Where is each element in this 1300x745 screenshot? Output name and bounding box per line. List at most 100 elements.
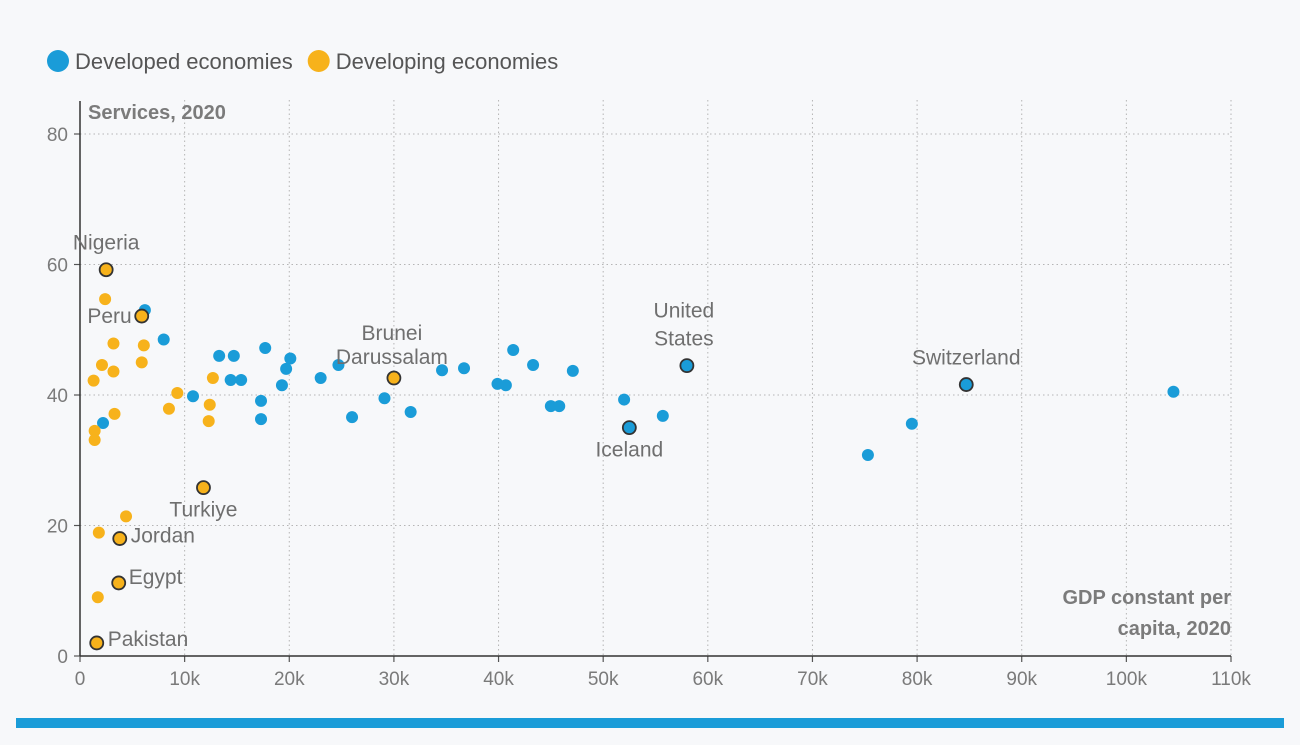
- point-developing: [88, 434, 101, 447]
- annotation-nigeria: Nigeria: [73, 232, 140, 255]
- point-developed: [1167, 385, 1180, 398]
- annotation-switzerland: Switzerland: [912, 347, 1021, 370]
- gridlines: [80, 100, 1232, 656]
- point-developed: [527, 358, 540, 371]
- x-axis-title-line-1: GDP constant per: [1062, 587, 1231, 609]
- legend-label-developed: Developed economies: [75, 49, 293, 74]
- x-tick-label: 100k: [1106, 669, 1148, 690]
- x-tick-label: 40k: [483, 669, 514, 690]
- x-axis-title-line-2: capita, 2020: [1118, 618, 1231, 640]
- point-developing: [89, 635, 105, 651]
- point-developed: [255, 413, 268, 426]
- point-developed: [861, 449, 874, 462]
- point-developed: [346, 411, 359, 424]
- annotation-brunei-darussalam: Brunei: [362, 322, 423, 345]
- point-developed: [227, 349, 240, 362]
- y-tick-label: 40: [47, 386, 68, 407]
- legend: Developed economies Developing economies: [47, 49, 558, 74]
- x-tick-label: 0: [75, 669, 86, 690]
- annotation-peru: Peru: [87, 305, 131, 328]
- point-developing: [92, 526, 105, 539]
- point-developed: [275, 379, 288, 392]
- point-developing: [203, 398, 216, 411]
- y-tick-label: 60: [47, 256, 68, 277]
- data-points: [87, 262, 1180, 651]
- point-developing: [171, 387, 184, 400]
- annotation-united-states: States: [654, 328, 714, 351]
- point-developed: [507, 343, 520, 356]
- point-developing: [111, 575, 127, 591]
- point-developed: [499, 379, 512, 392]
- point-developed: [436, 364, 449, 377]
- x-tick-label: 80k: [902, 669, 933, 690]
- point-developing: [202, 415, 215, 428]
- point-developed: [378, 392, 391, 405]
- point-developed: [332, 358, 345, 371]
- point-developing: [88, 424, 101, 437]
- point-developed: [97, 417, 110, 430]
- annotation-jordan: Jordan: [131, 525, 195, 548]
- y-tick-label: 20: [47, 517, 68, 538]
- point-developing: [137, 339, 150, 352]
- point-developed: [958, 377, 974, 392]
- point-developed: [656, 409, 669, 422]
- annotation-united-states: United: [654, 300, 715, 323]
- point-developing: [95, 358, 108, 371]
- point-developed: [553, 400, 566, 413]
- point-developed: [621, 420, 637, 436]
- point-developing: [134, 308, 150, 324]
- point-developing: [108, 407, 121, 420]
- x-tick-label: 20k: [274, 669, 305, 690]
- point-developing: [98, 262, 114, 278]
- point-developed: [259, 342, 272, 355]
- point-developed: [566, 364, 579, 377]
- point-developing: [120, 510, 133, 523]
- point-developed: [544, 400, 557, 413]
- point-developed: [235, 373, 248, 386]
- point-developed: [618, 393, 631, 406]
- point-developed: [284, 352, 297, 365]
- x-tick-label: 70k: [797, 669, 828, 690]
- bottom-accent-bar: [16, 718, 1284, 728]
- point-developed: [458, 362, 471, 375]
- annotation-iceland: Iceland: [595, 439, 663, 462]
- annotation-egypt: Egypt: [129, 566, 183, 589]
- x-tick-label: 30k: [379, 669, 410, 690]
- y-tick-label: 80: [47, 125, 68, 146]
- legend-marker-developed: [47, 50, 69, 72]
- axes: 0 10k 20k 30k 40k 50k 60k 70k 80k 90k 100k 110k 0 20 4…: [47, 101, 1251, 690]
- point-developing: [107, 365, 120, 378]
- point-developing: [135, 356, 148, 369]
- annotation-turkiye: Turkiye: [169, 499, 237, 522]
- point-developing: [162, 402, 175, 415]
- x-tick-label: 60k: [692, 669, 723, 690]
- point-developed: [314, 372, 327, 385]
- point-developed: [679, 358, 695, 374]
- y-tick-label: 0: [57, 647, 68, 668]
- point-developing: [87, 374, 100, 387]
- point-developing: [112, 531, 128, 546]
- point-developed: [224, 373, 237, 386]
- point-developing: [206, 372, 219, 385]
- annotation-pakistan: Pakistan: [108, 628, 189, 651]
- x-tick-label: 50k: [588, 669, 619, 690]
- point-developing: [99, 293, 112, 306]
- point-developing: [386, 370, 402, 386]
- point-developed: [187, 390, 200, 403]
- y-axis-title: Services, 2020: [88, 102, 226, 124]
- legend-label-developing: Developing economies: [336, 49, 559, 74]
- x-tick-label: 10k: [169, 669, 200, 690]
- point-developed: [905, 417, 918, 430]
- point-developing: [107, 337, 120, 350]
- annotation-brunei-darussalam: Darussalam: [336, 346, 448, 369]
- x-tick-label: 90k: [1006, 669, 1037, 690]
- point-developed: [280, 362, 293, 375]
- point-developing: [196, 480, 211, 496]
- point-developing: [91, 591, 104, 604]
- point-developed: [255, 394, 268, 407]
- legend-marker-developing: [307, 50, 330, 72]
- point-developed: [213, 349, 226, 362]
- point-developed: [157, 333, 170, 346]
- x-tick-label: 110k: [1211, 669, 1251, 690]
